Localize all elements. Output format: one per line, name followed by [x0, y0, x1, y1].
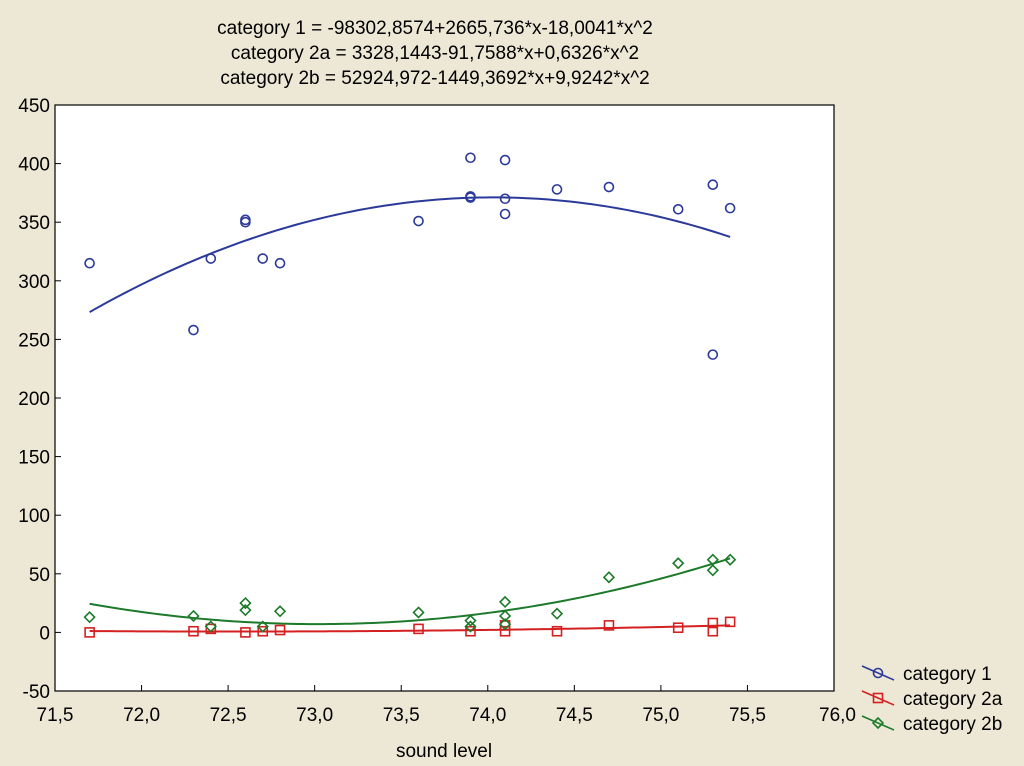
- legend-marker-circle-icon: [872, 667, 884, 679]
- x-tick-label: 71,5: [37, 705, 74, 726]
- data-point-category-2a: [551, 625, 563, 637]
- y-tick-label: 250: [18, 330, 50, 351]
- data-point-category-1: [465, 152, 476, 164]
- data-point-category-2a: [724, 616, 736, 628]
- data-point-category-1: [499, 154, 511, 166]
- data-point-category-2a: [672, 622, 684, 634]
- data-point-category-2b: [83, 611, 96, 624]
- data-point-category-2a: [603, 620, 615, 631]
- data-point-category-2b: [187, 609, 200, 623]
- x-tick-label: 74,0: [469, 705, 506, 726]
- data-point-category-2b: [706, 564, 719, 577]
- data-point-category-2b: [464, 620, 477, 633]
- x-tick-label: 72,0: [123, 705, 160, 726]
- legend-marker-square-icon: [872, 692, 884, 704]
- data-point-category-2b: [273, 605, 287, 618]
- y-tick-label: 450: [18, 96, 50, 117]
- data-point-category-1: [205, 253, 217, 264]
- y-tick-label: 50: [29, 565, 50, 586]
- data-point-category-2a: [499, 625, 511, 637]
- data-point-category-1: [672, 204, 684, 215]
- legend-line: [861, 665, 895, 681]
- x-tick-label: 73,5: [383, 705, 420, 726]
- data-point-category-2a: [413, 623, 424, 635]
- x-tick-label: 75,0: [642, 705, 679, 726]
- data-point-category-2a: [205, 623, 217, 635]
- data-point-category-1: [240, 214, 251, 226]
- x-tick-label: 76,0: [819, 705, 856, 726]
- data-point-category-1: [84, 257, 95, 269]
- x-tick-label: 73,0: [296, 705, 333, 726]
- legend-line: [861, 715, 895, 731]
- data-points: [83, 152, 737, 638]
- legend: category 1 category 2a category 2b: [861, 664, 1003, 735]
- x-tick-label: 74,5: [556, 705, 593, 726]
- data-point-category-2a: [188, 625, 199, 637]
- y-tick-label: 200: [18, 389, 50, 410]
- legend-marker-diamond-icon: [871, 716, 885, 730]
- legend-label: category 2b: [903, 714, 1002, 735]
- y-tick-label: -50: [23, 682, 50, 703]
- data-point-category-2b: [464, 614, 477, 627]
- data-point-category-1: [551, 184, 563, 195]
- fit-line-category-2a: [89, 624, 731, 633]
- data-point-category-2b: [412, 606, 425, 619]
- data-point-category-2a: [84, 627, 95, 638]
- y-tick-label: 400: [18, 155, 50, 176]
- data-point-category-2b: [602, 571, 616, 584]
- data-point-category-2b: [550, 607, 564, 620]
- title-line-2: category 2a = 3328,1443-91,7588*x+0,6326…: [231, 43, 639, 64]
- data-point-category-2b: [256, 620, 269, 633]
- data-point-category-2a: [274, 624, 286, 636]
- data-point-category-2b: [239, 604, 252, 617]
- y-tick-label: 350: [18, 213, 50, 234]
- data-point-category-1: [707, 349, 719, 360]
- data-point-category-1: [274, 257, 286, 269]
- x-axis: 71,5 72,0 72,5 73,0 73,5 74,0 74,5 75,0 75,5 76,0: [37, 685, 856, 726]
- data-point-category-2b: [724, 553, 737, 566]
- data-point-category-1: [724, 202, 736, 214]
- data-point-category-1: [465, 191, 476, 202]
- data-point-category-2b: [204, 620, 217, 633]
- data-point-category-2b: [672, 557, 685, 570]
- y-tick-label: 150: [18, 448, 50, 469]
- data-point-category-2b: [498, 609, 512, 623]
- fit-line-category-1: [89, 196, 731, 313]
- x-tick-label: 75,5: [729, 705, 766, 726]
- data-point-category-1: [603, 181, 615, 193]
- data-point-category-2b: [498, 618, 512, 631]
- data-point-category-1: [257, 253, 269, 264]
- x-tick-label: 72,5: [210, 705, 247, 726]
- data-point-category-1: [707, 179, 719, 190]
- data-point-category-2a: [240, 627, 251, 638]
- data-point-category-1: [413, 215, 424, 227]
- x-axis-label: sound level: [396, 741, 492, 762]
- data-point-category-1: [499, 193, 511, 205]
- y-tick-label: 100: [18, 506, 50, 527]
- data-point-category-2b: [239, 596, 252, 610]
- chart-title: category 1 = -98302,8574+2665,736*x-18,0…: [217, 18, 653, 89]
- y-tick-label: 0: [39, 623, 50, 644]
- data-point-category-1: [188, 324, 199, 336]
- title-line-1: category 1 = -98302,8574+2665,736*x-18,0…: [217, 18, 653, 39]
- legend-label: category 2a: [903, 689, 1003, 710]
- y-tick-label: 300: [18, 272, 50, 293]
- plot-area: [54, 104, 835, 692]
- data-point-category-2b: [498, 595, 512, 609]
- y-axis: 450 400 350 300 250 200 150 100 50 0 -50: [18, 96, 61, 703]
- legend-line: [861, 690, 895, 706]
- data-point-category-2a: [707, 617, 719, 629]
- title-line-3: category 2b = 52924,972-1449,3692*x+9,92…: [220, 68, 649, 89]
- data-point-category-1: [499, 208, 511, 220]
- data-point-category-2a: [257, 625, 269, 637]
- legend-label: category 1: [903, 664, 992, 685]
